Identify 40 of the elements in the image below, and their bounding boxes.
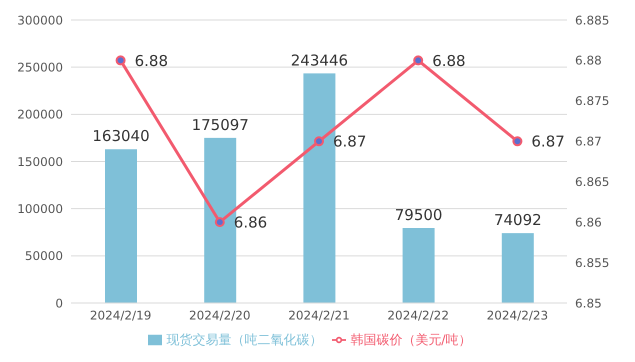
y-tick-label: 150000 [17, 154, 63, 169]
data-label: 79500 [394, 206, 442, 224]
data-label: 243446 [290, 51, 348, 70]
bar [402, 228, 435, 303]
legend-label: 现货交易量（吨二氧化碳） [166, 333, 322, 348]
data-label: 6.88 [432, 52, 466, 70]
y-tick-label: 200000 [17, 108, 63, 122]
y-tick-label: 0 [55, 296, 63, 310]
bar [502, 233, 534, 303]
y-tick-label: 100000 [17, 202, 63, 216]
y2-tick-label: 6.875 [575, 94, 610, 108]
y2-tick-label: 6.86 [575, 215, 602, 230]
y2-tick-label: 6.88 [575, 54, 602, 68]
y-tick-label: 250000 [17, 60, 63, 74]
point [413, 55, 424, 66]
point [116, 55, 126, 66]
y-tick-label: 300000 [17, 13, 63, 28]
bar [303, 73, 336, 303]
point [512, 136, 522, 146]
bar [105, 149, 137, 303]
point [314, 136, 324, 146]
data-label: 74092 [494, 211, 542, 230]
y-tick-label: 50000 [24, 249, 63, 264]
y2-tick-label: 6.885 [575, 13, 610, 28]
x-tick-label: 2024/2/19 [90, 308, 152, 323]
x-tick-label: 2024/2/20 [189, 308, 251, 323]
x-tick-label: 2024/2/21 [288, 308, 350, 323]
data-label: 175097 [192, 116, 249, 134]
bar [204, 138, 236, 303]
x-tick-label: 2024/2/22 [387, 308, 449, 323]
y2-tick-label: 6.865 [575, 174, 610, 189]
data-label: 6.87 [531, 132, 565, 151]
y2-tick-label: 6.855 [575, 256, 610, 270]
y2-tick-label: 6.85 [575, 296, 602, 310]
legend-label: 韩国碳价（美元/吨） [350, 333, 472, 348]
data-label: 163040 [92, 127, 150, 146]
x-tick-label: 2024/2/23 [486, 308, 548, 323]
y2-tick-label: 6.87 [575, 134, 602, 149]
data-label: 6.88 [134, 52, 168, 70]
point [214, 217, 225, 228]
